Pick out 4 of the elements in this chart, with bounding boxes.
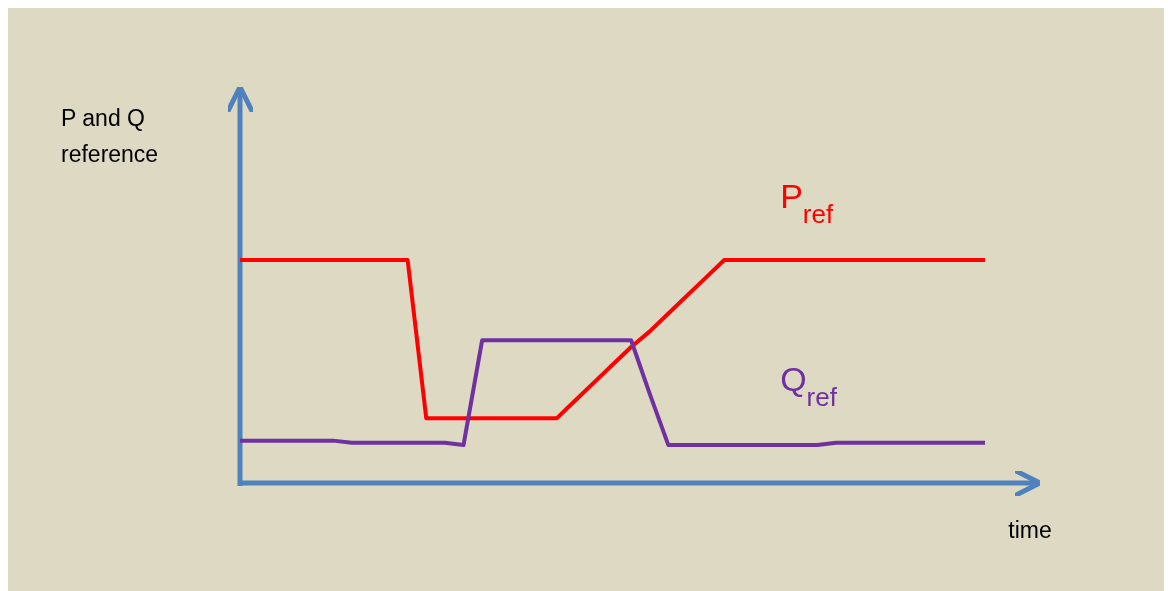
series-label: P$_{ref}$	[780, 177, 834, 229]
x-axis-title: time	[1008, 517, 1052, 543]
series-label: Q$_{ref}$	[780, 359, 838, 412]
text: P and Q reference	[61, 105, 159, 167]
